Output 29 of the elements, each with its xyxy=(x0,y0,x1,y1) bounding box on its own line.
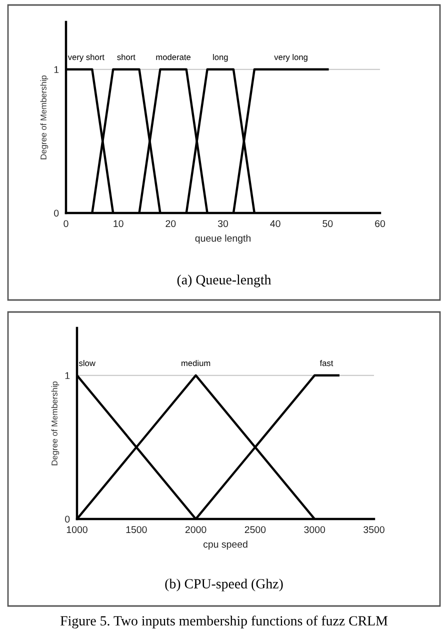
series-label: long xyxy=(213,54,228,62)
series-label: medium xyxy=(182,360,210,366)
x-axis-title: queue length xyxy=(195,234,250,244)
x-tick-label: 50 xyxy=(322,220,333,228)
series-label: very long xyxy=(274,54,308,62)
series-label: moderate xyxy=(156,54,191,60)
y-axis-title: Degree of Membership xyxy=(40,75,48,160)
y-tick-label: 1 xyxy=(65,372,70,379)
series-label: fast xyxy=(320,360,334,366)
x-tick-label: 30 xyxy=(218,220,228,228)
y-axis-title: Degree of Membership xyxy=(51,381,60,466)
series-label: slow xyxy=(79,360,96,366)
x-tick-label: 60 xyxy=(375,220,386,228)
caption: Figure 5. Two inputs membership functions of fuzz CRLM xyxy=(60,616,388,628)
x-tick-label: 2000 xyxy=(185,526,206,534)
series-label: very short xyxy=(68,54,104,62)
x-tick-label: 1000 xyxy=(66,526,88,534)
series-label: short xyxy=(117,54,136,60)
x-tick-label: 3500 xyxy=(364,526,384,534)
x-tick-label: 3000 xyxy=(304,526,326,534)
x-tick-label: 40 xyxy=(270,220,280,228)
x-tick-label: 10 xyxy=(114,220,124,228)
text: (b) CPU-speed (Ghz) xyxy=(165,578,283,592)
x-axis-title: cpu speed xyxy=(203,540,248,550)
y-tick-label: 1 xyxy=(54,66,59,73)
x-tick-label: 2500 xyxy=(244,526,266,534)
x-tick-label: 1500 xyxy=(126,526,147,534)
text: (a) Queue-length xyxy=(177,274,272,288)
x-tick-label: 20 xyxy=(166,220,176,228)
